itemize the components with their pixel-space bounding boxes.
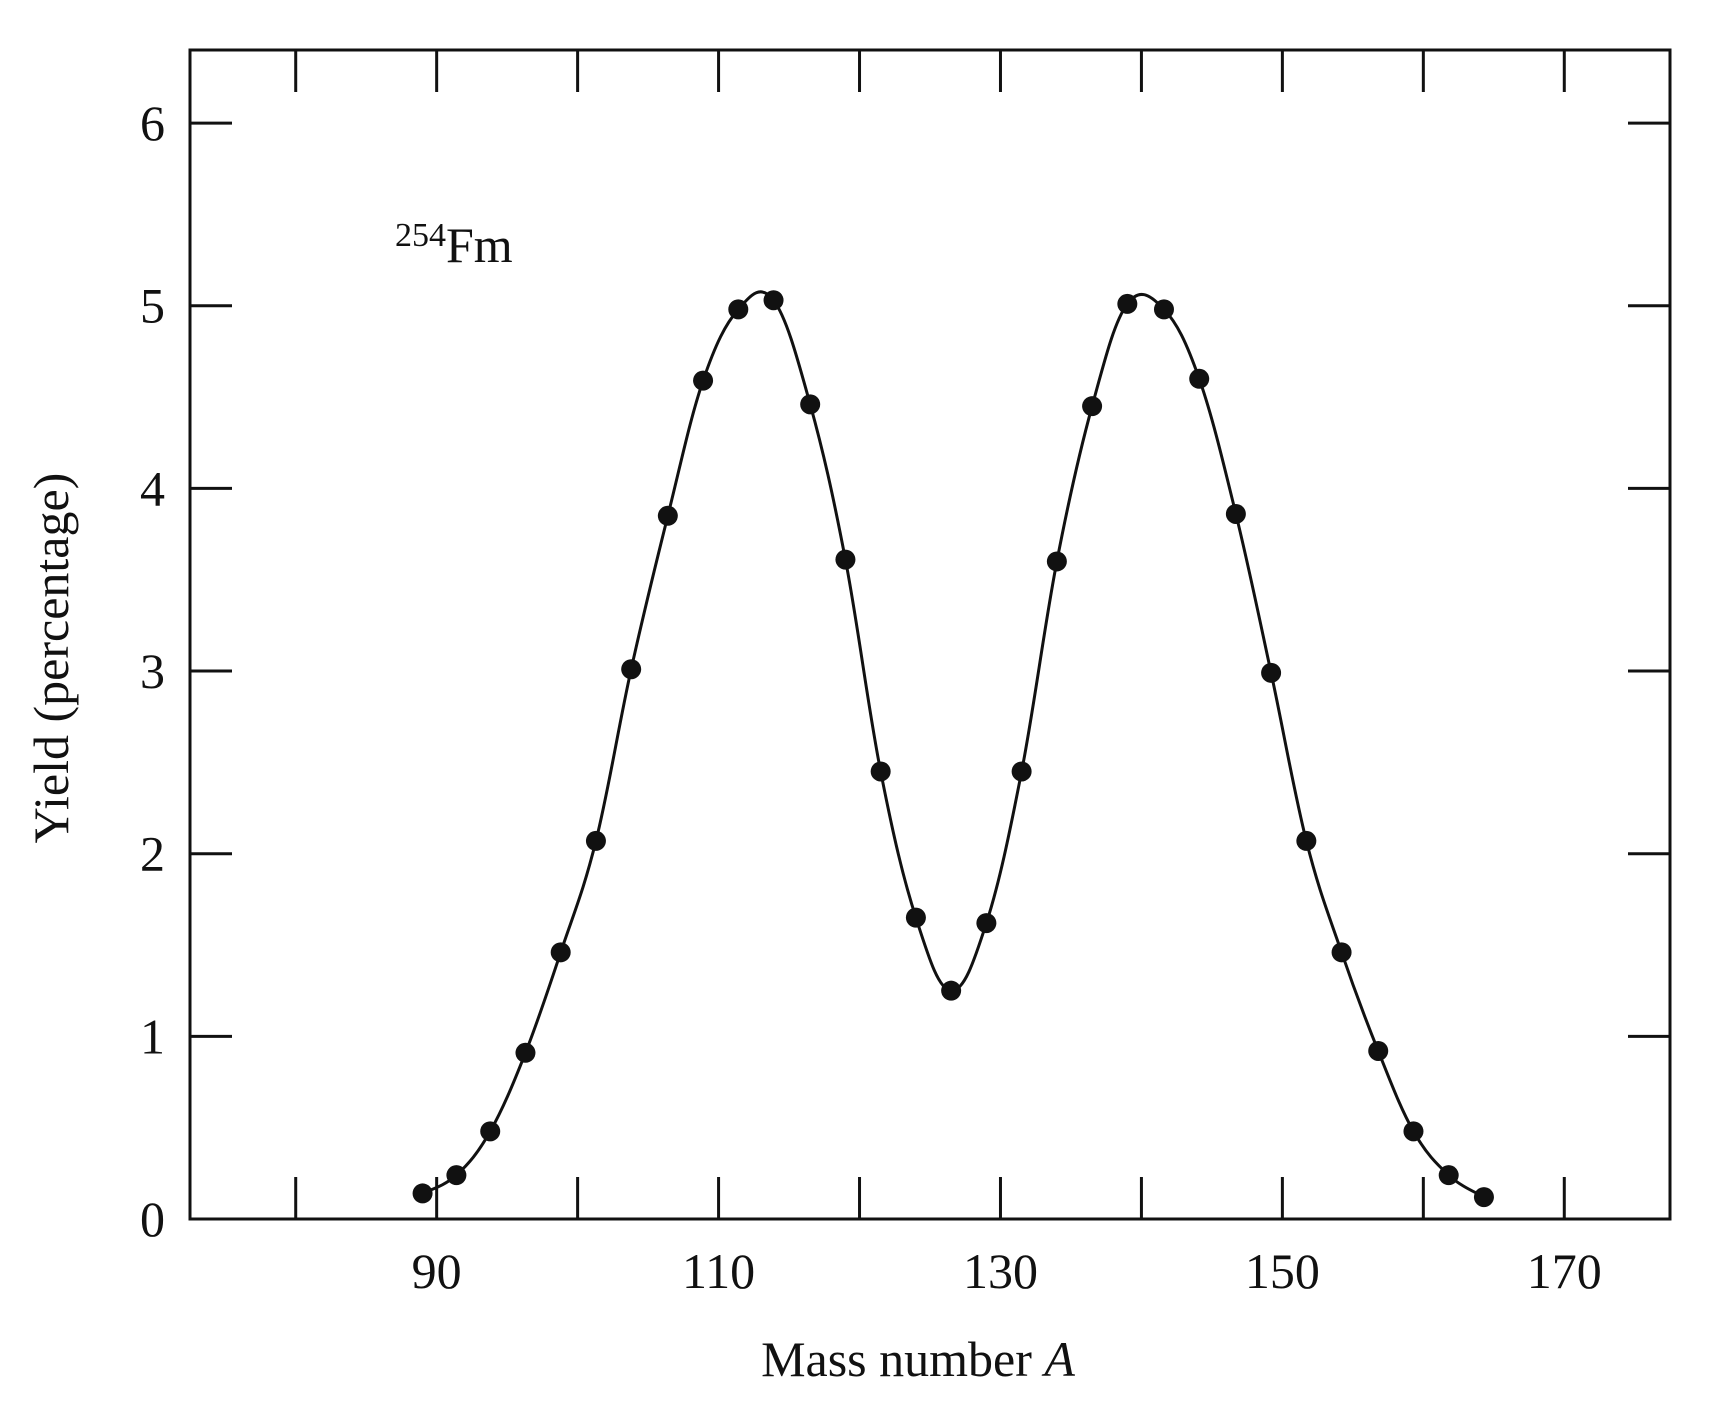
- y-tick-labels: 0 1 2 3 4 5 6: [140, 95, 165, 1247]
- data-point: [621, 659, 642, 680]
- data-point: [1331, 942, 1352, 963]
- x-axis-label: Mass number A: [761, 1331, 1075, 1387]
- y-axis-label: Yield (percentage): [23, 473, 79, 844]
- x-tick-label: 110: [682, 1243, 755, 1299]
- data-point: [550, 942, 571, 963]
- data-point: [585, 830, 606, 851]
- data-point: [1403, 1121, 1424, 1142]
- data-point: [1296, 830, 1317, 851]
- series-yield: [412, 290, 1494, 1208]
- y-tick-label: 2: [140, 826, 165, 882]
- x-axis-label-text: Mass number: [761, 1331, 1032, 1387]
- data-point: [446, 1165, 467, 1186]
- data-point: [728, 299, 749, 320]
- data-point: [693, 370, 714, 391]
- data-point: [905, 907, 926, 928]
- x-tick-label: 90: [412, 1243, 462, 1299]
- nuclide-mass-superscript: 254: [395, 217, 446, 254]
- data-point: [1438, 1165, 1459, 1186]
- data-point: [1011, 761, 1032, 782]
- nuclide-symbol: Fm: [446, 217, 513, 273]
- data-point: [941, 980, 962, 1001]
- data-point: [515, 1042, 536, 1063]
- data-point: [835, 549, 856, 570]
- x-tick-label: 130: [963, 1243, 1038, 1299]
- data-point: [1046, 551, 1067, 572]
- data-point: [657, 505, 678, 526]
- x-axis-label-space: [1032, 1331, 1045, 1387]
- y-tick-label: 6: [140, 95, 165, 151]
- plot-frame: [188, 48, 1672, 1221]
- x-tick-labels: 90 110 130 150 170: [412, 1243, 1602, 1299]
- x-axis-label-symbol: A: [1041, 1331, 1075, 1387]
- axis-ticks: [190, 50, 1670, 1221]
- data-point: [763, 290, 784, 311]
- data-point: [1261, 662, 1282, 683]
- data-point: [1368, 1040, 1389, 1061]
- series-line: [421, 290, 1485, 1199]
- y-tick-label: 0: [140, 1191, 165, 1247]
- nuclide-annotation: 254Fm: [395, 217, 513, 273]
- data-point: [412, 1183, 433, 1204]
- data-point: [480, 1121, 501, 1142]
- data-point: [1082, 396, 1103, 417]
- data-point: [1225, 503, 1246, 524]
- y-tick-label: 3: [140, 643, 165, 699]
- x-tick-label: 170: [1527, 1243, 1602, 1299]
- y-tick-label: 5: [140, 278, 165, 334]
- data-point: [1153, 299, 1174, 320]
- data-point: [1189, 368, 1210, 389]
- data-point: [976, 913, 997, 934]
- data-point: [1473, 1187, 1494, 1208]
- data-point: [800, 394, 821, 415]
- y-tick-label: 4: [140, 460, 165, 516]
- x-tick-label: 150: [1245, 1243, 1320, 1299]
- data-point: [1117, 293, 1138, 314]
- y-tick-label: 1: [140, 1008, 165, 1064]
- data-point: [870, 761, 891, 782]
